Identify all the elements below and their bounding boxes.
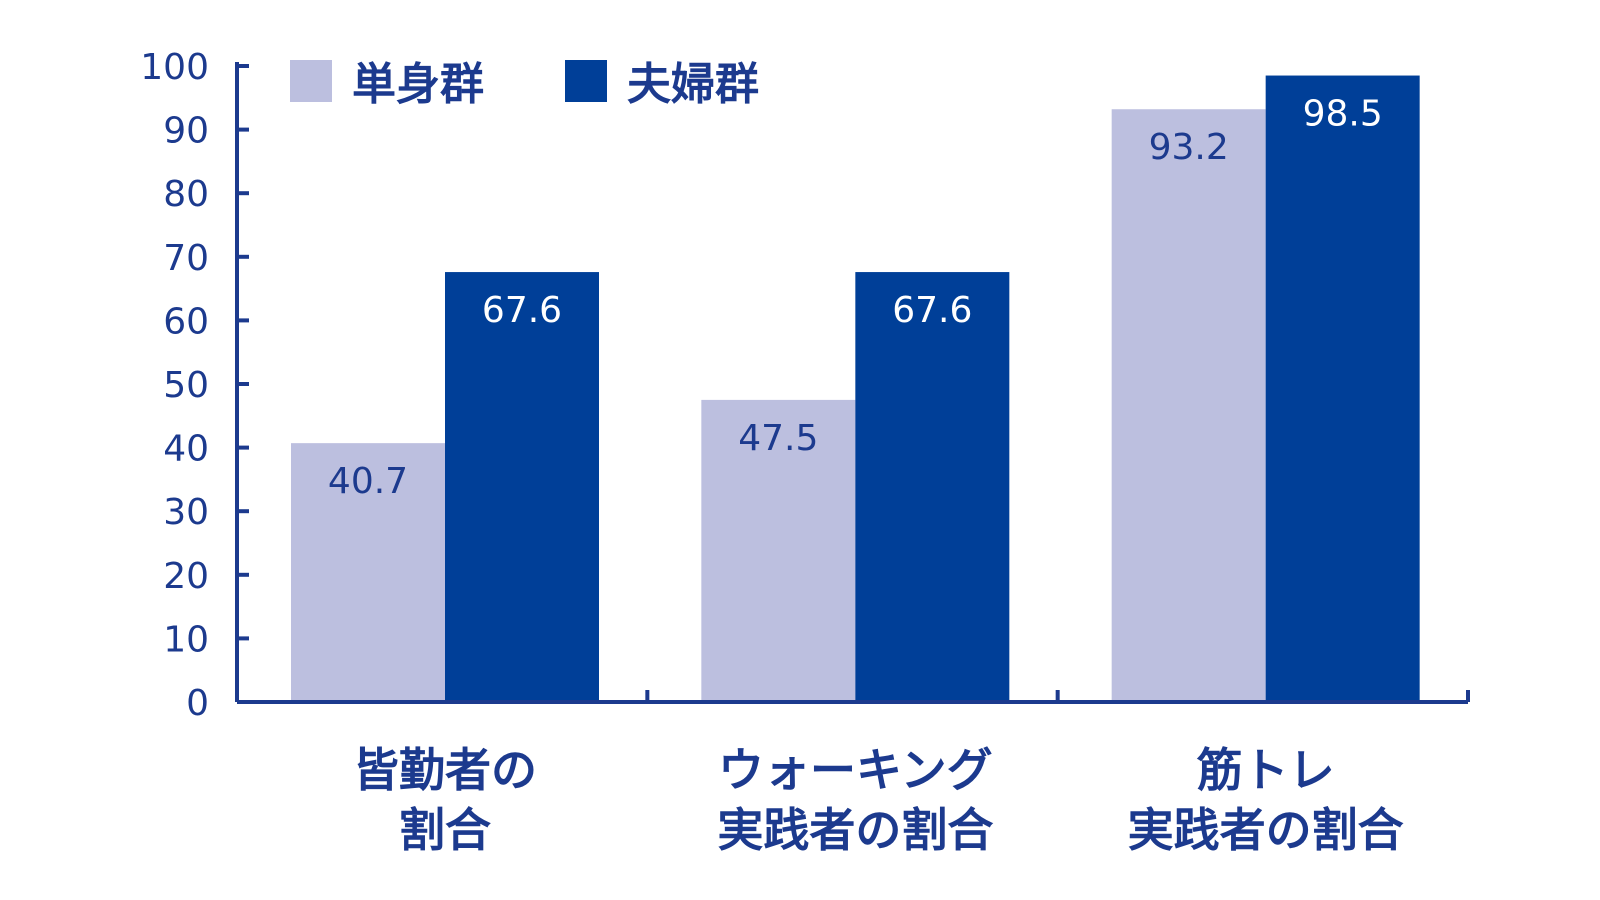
y-tick-label: 80 bbox=[163, 174, 209, 215]
bar-value-label: 40.7 bbox=[328, 461, 408, 502]
y-tick-label: 40 bbox=[163, 429, 209, 470]
y-tick-label: 100 bbox=[140, 47, 209, 88]
category-label-line: ウォーキング bbox=[718, 743, 993, 797]
y-tick-label: 50 bbox=[163, 365, 209, 406]
y-tick-label: 30 bbox=[163, 492, 209, 533]
category-label-line: 筋トレ bbox=[1197, 743, 1335, 797]
legend-swatch-couple bbox=[565, 60, 607, 102]
legend-swatch-single bbox=[290, 60, 332, 102]
bar-single-0 bbox=[291, 443, 445, 702]
axes-group bbox=[235, 62, 1470, 704]
y-tick-label: 70 bbox=[163, 238, 209, 279]
bar-value-label: 93.2 bbox=[1149, 127, 1229, 168]
bar-couple-1 bbox=[855, 272, 1010, 702]
bar-value-label: 47.5 bbox=[738, 418, 818, 459]
legend: 単身群 夫婦群 bbox=[290, 59, 759, 110]
legend-label: 夫婦群 bbox=[627, 59, 759, 110]
y-tick-label: 60 bbox=[163, 301, 209, 342]
category-label-line: 実践者の割合 bbox=[1128, 803, 1404, 857]
y-tick-label: 20 bbox=[163, 556, 209, 597]
bar-value-label: 98.5 bbox=[1303, 94, 1383, 135]
category-label: ウォーキング実践者の割合 bbox=[717, 743, 993, 857]
bar-single-1 bbox=[701, 399, 856, 702]
bar-value-label: 67.6 bbox=[482, 290, 562, 331]
bar-single-2 bbox=[1111, 109, 1266, 703]
labels-group: 40.7 67.6 47.5 67.6 93.2 98.5 0 10 20 30 40 50 60 70 8… bbox=[140, 47, 1403, 857]
bar-couple-2 bbox=[1265, 75, 1420, 703]
legend-label: 単身群 bbox=[352, 59, 484, 110]
y-tick-label: 0 bbox=[186, 683, 209, 724]
bar-couple-0 bbox=[445, 272, 599, 702]
category-label: 皆勤者の割合 bbox=[353, 743, 537, 857]
y-tick-label: 90 bbox=[163, 111, 209, 152]
bars-group bbox=[291, 75, 1420, 703]
category-label-line: 実践者の割合 bbox=[717, 803, 993, 857]
category-label: 筋トレ実践者の割合 bbox=[1128, 743, 1404, 857]
y-tick-label: 10 bbox=[163, 619, 209, 660]
category-label-line: 割合 bbox=[399, 803, 491, 857]
bar-value-label: 67.6 bbox=[892, 290, 972, 331]
category-label-line: 皆勤者の bbox=[353, 743, 537, 797]
